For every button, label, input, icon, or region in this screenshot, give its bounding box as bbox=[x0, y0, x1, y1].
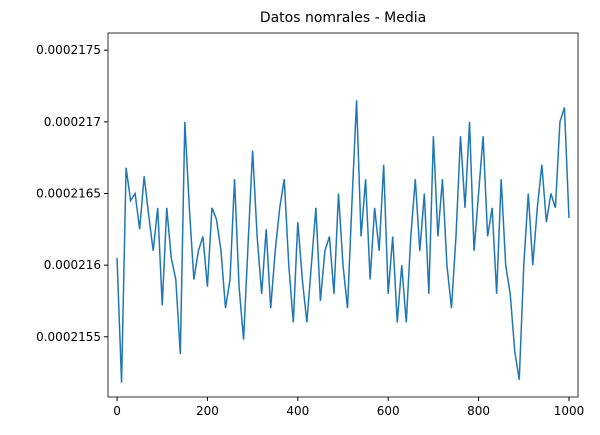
y-tick-label: 0.000216 bbox=[44, 258, 101, 272]
plot-frame bbox=[107, 32, 579, 398]
x-tick-label: 0 bbox=[113, 404, 121, 418]
x-tick-label: 400 bbox=[286, 404, 309, 418]
chart-title: Datos nomrales - Media bbox=[260, 10, 426, 26]
y-tick-label: 0.000217 bbox=[44, 115, 101, 129]
y-tick-label: 0.0002165 bbox=[36, 187, 101, 201]
x-tick-label: 600 bbox=[377, 404, 400, 418]
y-tick-label: 0.0002155 bbox=[36, 330, 101, 344]
data-line bbox=[116, 100, 570, 383]
y-tick-label: 0.0002175 bbox=[36, 43, 101, 57]
x-tick-label: 800 bbox=[467, 404, 490, 418]
x-tick-label: 200 bbox=[196, 404, 219, 418]
x-tick-label: 1000 bbox=[554, 404, 585, 418]
